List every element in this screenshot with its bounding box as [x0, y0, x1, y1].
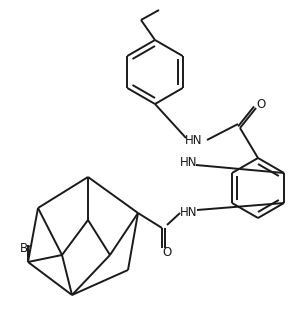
Text: Br: Br — [20, 241, 33, 255]
Text: HN: HN — [180, 206, 198, 219]
Text: O: O — [162, 246, 172, 259]
Text: HN: HN — [185, 134, 203, 147]
Text: HN: HN — [180, 157, 198, 170]
Text: O: O — [256, 98, 265, 110]
